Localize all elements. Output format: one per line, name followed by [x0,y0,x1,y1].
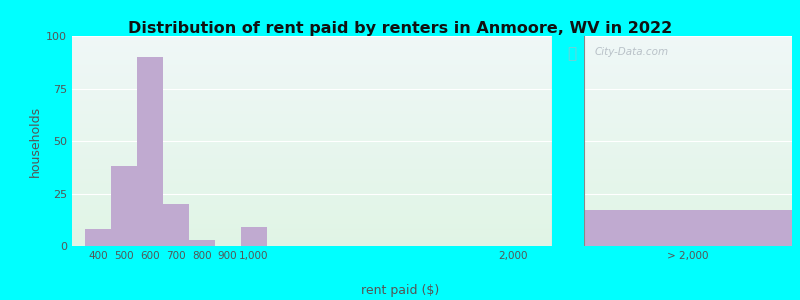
Bar [584,210,792,246]
Text: Distribution of rent paid by renters in Anmoore, WV in 2022: Distribution of rent paid by renters in … [128,21,672,36]
Bar [111,166,137,246]
Text: rent paid ($): rent paid ($) [361,284,439,297]
Bar [137,57,163,246]
Bar [163,204,189,246]
Bar [85,229,111,246]
Y-axis label: households: households [29,105,42,177]
Text: City-Data.com: City-Data.com [594,46,669,56]
Text: ⌕: ⌕ [567,46,577,62]
Bar [241,227,266,246]
Bar [189,240,214,246]
